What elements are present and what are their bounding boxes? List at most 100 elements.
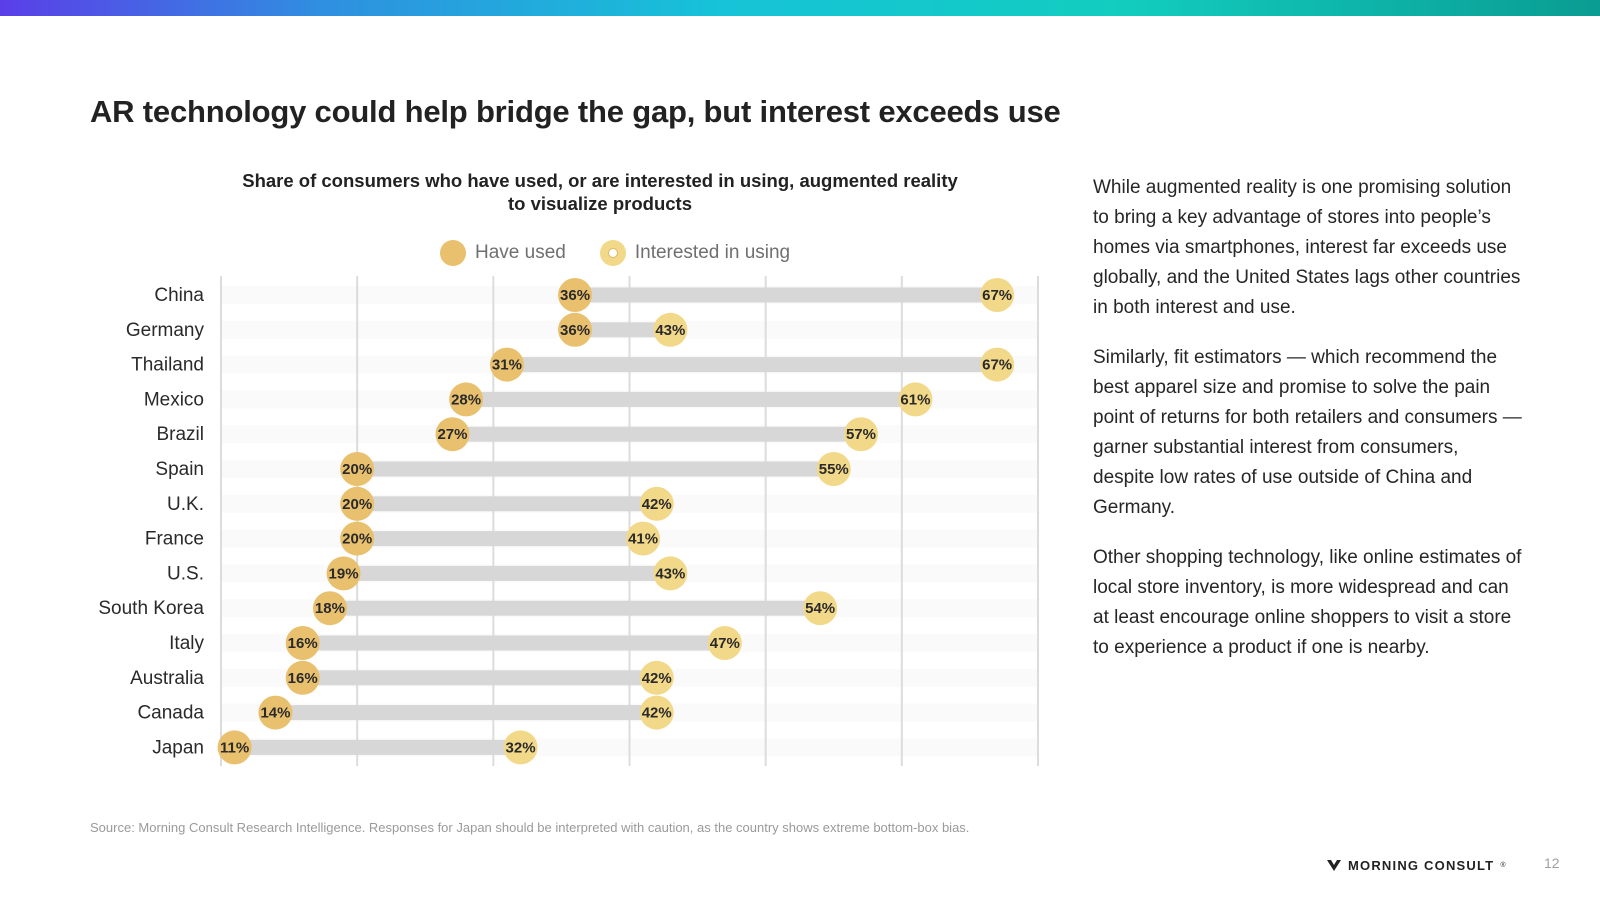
interested-value-label: 67% bbox=[982, 357, 1012, 374]
interested-dot bbox=[639, 660, 674, 695]
interested-dot bbox=[803, 591, 838, 626]
range-bar bbox=[275, 705, 657, 721]
category-label: U.K. bbox=[167, 494, 204, 515]
have-used-value-label: 11% bbox=[220, 739, 249, 756]
interested-dot bbox=[639, 486, 674, 521]
interested-value-label: 43% bbox=[655, 565, 685, 582]
interested-dot bbox=[653, 312, 688, 347]
have-used-value-label: 36% bbox=[560, 287, 590, 304]
range-bar bbox=[466, 391, 916, 407]
source-note: Source: Morning Consult Research Intelli… bbox=[90, 820, 970, 835]
commentary-paragraph-1: While augmented reality is one promising… bbox=[1093, 177, 1521, 318]
interested-value-label: 41% bbox=[628, 531, 658, 548]
interested-value-label: 43% bbox=[655, 322, 685, 339]
dumbbell-chart: China 36% 67% Germany 36% 43% Thailand 31% 67% Me… bbox=[98, 276, 1039, 766]
interested-dot bbox=[980, 347, 1015, 382]
interested-dot bbox=[980, 278, 1015, 312]
have-used-dot bbox=[312, 591, 347, 626]
interested-dot bbox=[816, 452, 851, 486]
interested-dot bbox=[503, 730, 538, 765]
interested-value-label: 67% bbox=[982, 287, 1012, 304]
commentary: While augmented reality is one promising… bbox=[1093, 173, 1523, 683]
interested-value-label: 57% bbox=[846, 426, 876, 443]
interested-value-label: 32% bbox=[506, 739, 536, 756]
have-used-dot bbox=[449, 382, 484, 417]
morning-consult-logo-icon bbox=[1327, 860, 1341, 871]
have-used-value-label: 18% bbox=[315, 600, 345, 617]
have-used-value-label: 20% bbox=[342, 496, 372, 513]
morning-consult-logo: MORNING CONSULT ® bbox=[1326, 856, 1507, 874]
have-used-value-label: 16% bbox=[288, 635, 318, 652]
interested-value-label: 61% bbox=[900, 391, 930, 408]
range-bar bbox=[302, 635, 725, 651]
have-used-dot bbox=[326, 556, 361, 591]
have-used-dot bbox=[217, 730, 252, 765]
category-label: Japan bbox=[152, 737, 204, 758]
category-label: France bbox=[145, 529, 204, 550]
category-label: Canada bbox=[137, 703, 204, 724]
have-used-dot bbox=[340, 452, 375, 486]
category-label: Spain bbox=[155, 459, 204, 480]
range-bar bbox=[575, 287, 998, 303]
have-used-dot bbox=[489, 347, 524, 382]
range-bar bbox=[357, 531, 644, 547]
category-label: U.S. bbox=[167, 563, 204, 584]
chart-title: Share of consumers who have used, or are… bbox=[242, 170, 958, 214]
range-bar bbox=[506, 357, 998, 373]
range-bar bbox=[343, 565, 671, 581]
interested-dot bbox=[639, 695, 674, 730]
logo-text: MORNING CONSULT bbox=[1348, 857, 1495, 873]
interested-dot bbox=[653, 556, 688, 591]
have-used-value-label: 14% bbox=[260, 705, 290, 722]
category-label: Germany bbox=[126, 320, 205, 341]
have-used-dot bbox=[340, 486, 375, 521]
category-label: Mexico bbox=[144, 389, 204, 410]
chart-legend: Have used Interested in using bbox=[440, 240, 814, 266]
interested-dot bbox=[707, 626, 742, 660]
interested-value-label: 54% bbox=[805, 600, 835, 617]
category-label: Thailand bbox=[131, 355, 204, 376]
category-label: China bbox=[154, 285, 204, 306]
have-used-dot bbox=[558, 312, 593, 347]
have-used-value-label: 19% bbox=[329, 565, 359, 582]
interested-value-label: 42% bbox=[642, 705, 672, 722]
have-used-value-label: 36% bbox=[560, 322, 590, 339]
legend-item-have-used: Have used bbox=[440, 240, 566, 266]
category-label: Brazil bbox=[156, 424, 204, 445]
range-bar bbox=[329, 600, 821, 616]
range-bar bbox=[302, 670, 657, 686]
have-used-value-label: 20% bbox=[342, 461, 372, 478]
logo-registered-mark: ® bbox=[1500, 861, 1507, 869]
category-label: Australia bbox=[130, 668, 204, 689]
legend-swatch-interested bbox=[599, 240, 626, 266]
interested-dot bbox=[626, 521, 661, 556]
category-label: Italy bbox=[169, 633, 204, 654]
interested-value-label: 42% bbox=[642, 670, 672, 687]
commentary-paragraph-3: Other shopping technology, like online e… bbox=[1093, 547, 1522, 658]
commentary-paragraph-2: Similarly, fit estimators — which recomm… bbox=[1093, 347, 1522, 518]
have-used-value-label: 28% bbox=[451, 391, 481, 408]
range-bar bbox=[357, 461, 834, 477]
have-used-value-label: 27% bbox=[437, 426, 467, 443]
have-used-value-label: 16% bbox=[288, 670, 318, 687]
legend-label-have-used: Have used bbox=[475, 242, 566, 263]
interested-value-label: 47% bbox=[710, 635, 740, 652]
legend-swatch-have-used bbox=[440, 240, 466, 266]
range-bar bbox=[575, 322, 671, 338]
page-number: 12 bbox=[1544, 855, 1560, 871]
interested-dot bbox=[898, 382, 933, 417]
interested-value-label: 42% bbox=[642, 496, 672, 513]
category-label: South Korea bbox=[98, 598, 204, 619]
have-used-dot bbox=[285, 660, 320, 695]
legend-item-interested: Interested in using bbox=[599, 240, 791, 266]
have-used-value-label: 20% bbox=[342, 531, 372, 548]
have-used-dot bbox=[285, 626, 320, 660]
have-used-dot bbox=[340, 521, 375, 556]
page-title: AR technology could help bridge the gap,… bbox=[90, 94, 1061, 129]
have-used-value-label: 31% bbox=[492, 357, 522, 374]
legend-label-interested: Interested in using bbox=[634, 242, 791, 263]
range-bar bbox=[452, 426, 861, 442]
have-used-dot bbox=[435, 417, 470, 452]
have-used-dot bbox=[258, 695, 293, 730]
range-bar bbox=[357, 496, 657, 512]
